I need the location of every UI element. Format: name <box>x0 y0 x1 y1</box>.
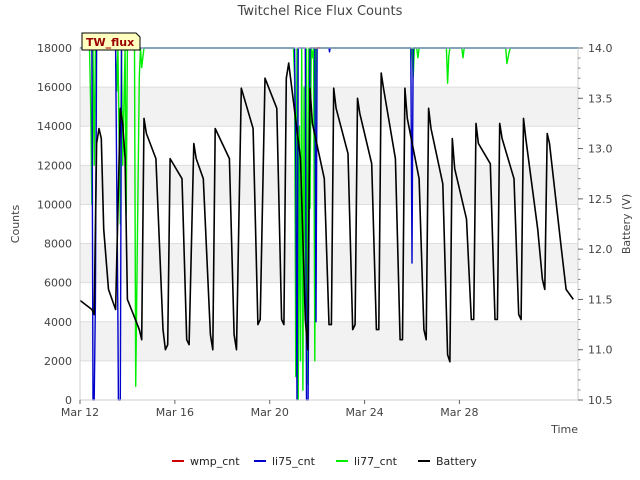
y-axis-left-label: Counts <box>9 205 22 244</box>
x-axis-ticks: Mar 12 Mar 16 Mar 20 Mar 24 Mar 28 <box>61 400 479 419</box>
y-right-tick-label: 11.0 <box>588 344 613 357</box>
x-tick-label: Mar 16 <box>156 406 194 419</box>
y-right-tick-label: 10.5 <box>588 394 613 407</box>
y-left-tick-label: 14000 <box>37 120 72 133</box>
y-right-tick-label: 13.0 <box>588 143 613 156</box>
y-left-tick-label: 16000 <box>37 81 72 94</box>
background-band <box>80 87 578 127</box>
y-right-tick-label: 12.5 <box>588 193 613 206</box>
x-tick-label: Mar 20 <box>251 406 289 419</box>
y-axis-left-ticks: 0 2000 4000 6000 8000 10000 12000 14000 16000 180… <box>37 42 72 407</box>
y-axis-right-ticks: 10.5 11.0 11.5 12.0 12.5 13.0 13.5 14.0 <box>578 42 613 407</box>
y-left-tick-label: 8000 <box>44 238 72 251</box>
site-label-box: TW_flux <box>81 32 141 51</box>
y-right-tick-label: 12.0 <box>588 243 613 256</box>
legend-label-Battery: Battery <box>436 455 477 468</box>
y-left-tick-label: 6000 <box>44 277 72 290</box>
y-left-tick-label: 0 <box>65 394 72 407</box>
series-line-Battery <box>79 62 574 363</box>
x-tick-label: Mar 12 <box>61 406 99 419</box>
y-left-tick-label: 10000 <box>37 198 72 211</box>
y-right-tick-label: 11.5 <box>588 293 613 306</box>
x-tick-label: Mar 28 <box>440 406 478 419</box>
y-right-tick-label: 13.5 <box>588 92 613 105</box>
y-left-tick-label: 4000 <box>44 316 72 329</box>
background-bands <box>80 87 578 361</box>
background-band <box>80 165 578 205</box>
plot-frame <box>79 47 579 401</box>
y-right-tick-label: 14.0 <box>588 42 613 55</box>
legend-label-li75_cnt: li75_cnt <box>272 455 316 468</box>
background-band <box>80 243 578 283</box>
site-label: TW_flux <box>86 36 134 49</box>
y-left-tick-label: 12000 <box>37 159 72 172</box>
legend-label-li77_cnt: li77_cnt <box>354 455 398 468</box>
legend-label-wmp_cnt: wmp_cnt <box>190 455 240 468</box>
y-left-tick-label: 18000 <box>37 42 72 55</box>
background-band <box>80 321 578 361</box>
chart-title: Twitchel Rice Flux Counts <box>237 4 403 19</box>
y-axis-right-label: Battery (V) <box>620 194 633 254</box>
x-axis-label: Time <box>550 423 578 436</box>
site-label-shape <box>81 32 141 51</box>
y-left-tick-label: 2000 <box>44 355 72 368</box>
legend: wmp_cnt li75_cnt li77_cnt Battery <box>172 455 477 468</box>
x-tick-label: Mar 24 <box>345 406 383 419</box>
